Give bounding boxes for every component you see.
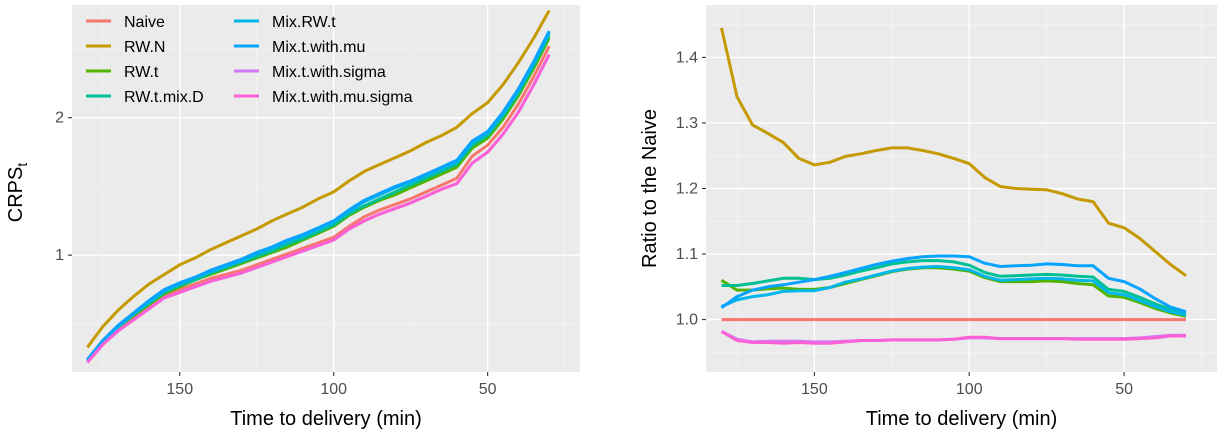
plot-background bbox=[72, 5, 580, 372]
y-tick-label: 1.3 bbox=[676, 115, 698, 132]
series-line-rw-t-mix-d bbox=[721, 259, 1187, 316]
x-tick-label: 100 bbox=[320, 381, 347, 398]
legend-label: Mix.t.with.mu.sigma bbox=[272, 89, 413, 106]
legend-label: RW.t.mix.D bbox=[124, 89, 204, 106]
legend: Naive RW.N RW.t RW.t.mix.D Mix.RW.t Mix.t.wit… bbox=[86, 14, 413, 106]
y-tick-label: 1.2 bbox=[676, 181, 698, 198]
legend-label: RW.t bbox=[124, 64, 159, 81]
x-axis-title: Time to delivery (min) bbox=[866, 408, 1058, 430]
x-tick-label: 50 bbox=[479, 381, 497, 398]
series-line-mix-t-with-mu bbox=[86, 30, 551, 361]
y-tick-label: 1 bbox=[55, 247, 64, 264]
series-line-mix-rw-t bbox=[720, 265, 1187, 317]
legend-label: Naive bbox=[124, 14, 165, 31]
y-axis-title-main: CRPS bbox=[5, 167, 27, 223]
y-axis-title-subscript: t bbox=[14, 163, 30, 167]
y-tick-label: 1.4 bbox=[676, 49, 698, 66]
x-tick-label: 150 bbox=[801, 381, 828, 398]
y-tick-label: 1.1 bbox=[676, 246, 698, 263]
x-tick-label: 50 bbox=[1115, 381, 1133, 398]
y-axis-title: CRPSt bbox=[5, 163, 30, 223]
series-line-mix-t-with-mu bbox=[720, 254, 1187, 314]
chart-panel-right: 150 100 50 1.0 1.1 1.2 1.3 1.4 Time to delivery … bbox=[639, 5, 1217, 430]
chart-panel-left: 150 100 50 1 2 Time to delivery (min) CRPSt Nai… bbox=[5, 5, 580, 430]
legend-label: Mix.t.with.mu bbox=[272, 39, 365, 56]
legend-label: Mix.RW.t bbox=[272, 14, 336, 31]
y-tick-label: 1.0 bbox=[676, 312, 698, 329]
y-tick-label: 2 bbox=[55, 110, 64, 127]
legend-label: Mix.t.with.sigma bbox=[272, 64, 386, 81]
x-tick-label: 150 bbox=[166, 381, 193, 398]
x-tick-label: 100 bbox=[956, 381, 983, 398]
series-line-mix-t-with-mu-sigma bbox=[86, 53, 551, 364]
y-axis-title: Ratio to the Naive bbox=[639, 109, 661, 268]
x-axis-title: Time to delivery (min) bbox=[230, 408, 422, 430]
legend-label: RW.N bbox=[124, 39, 165, 56]
series-line-rw-n bbox=[720, 27, 1187, 277]
series-line-rw-n bbox=[86, 9, 551, 349]
series-line-mix-t-with-mu-sigma bbox=[720, 330, 1186, 345]
